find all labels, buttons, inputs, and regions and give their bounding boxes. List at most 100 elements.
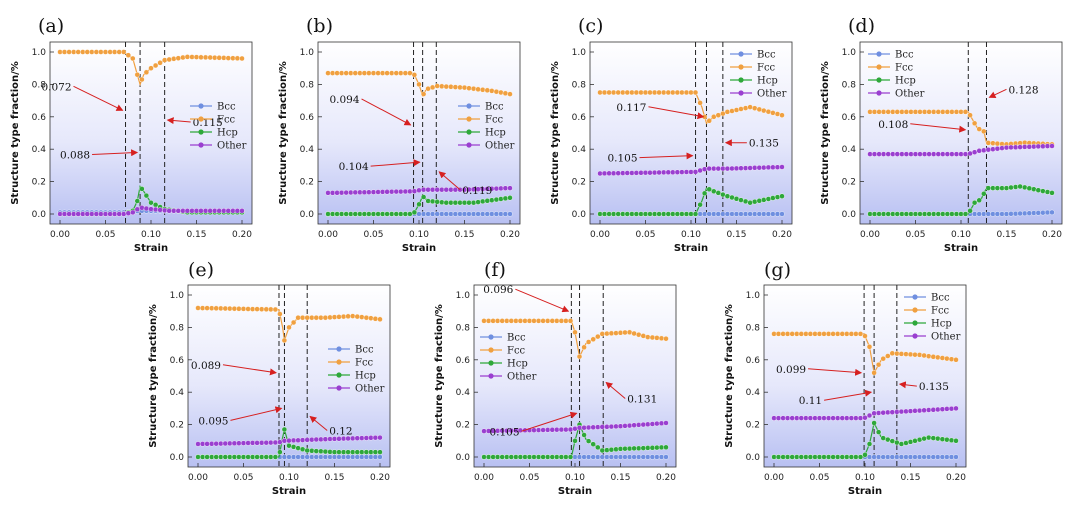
data-point — [189, 208, 195, 214]
y-tick-label: 0.6 — [456, 356, 471, 366]
data-point — [1044, 189, 1051, 195]
data-point — [211, 55, 218, 61]
data-point — [439, 186, 445, 193]
data-point — [733, 107, 740, 113]
x-axis-label: Strain — [944, 243, 978, 254]
data-point — [249, 454, 256, 460]
data-point — [304, 315, 310, 321]
data-point — [304, 447, 310, 454]
data-point — [345, 313, 351, 319]
data-point — [617, 330, 624, 336]
data-point — [295, 454, 301, 460]
data-point — [597, 170, 603, 177]
data-point — [921, 407, 927, 413]
x-tick-label: 0.05 — [363, 230, 383, 240]
legend-label: Hcp — [931, 319, 952, 330]
data-point — [899, 151, 905, 157]
data-point — [908, 151, 914, 157]
data-point — [75, 49, 81, 55]
data-point — [742, 211, 749, 217]
data-point — [448, 186, 454, 193]
data-point — [770, 211, 776, 217]
y-tick-label: 0.0 — [456, 453, 471, 463]
data-point — [199, 305, 206, 311]
data-point — [484, 87, 490, 94]
data-point — [683, 211, 690, 217]
data-point — [572, 438, 578, 444]
data-point — [729, 211, 735, 217]
data-point — [926, 109, 932, 115]
x-tick-label: 0.20 — [370, 473, 390, 483]
data-point — [794, 331, 800, 337]
data-point — [949, 109, 955, 115]
data-point — [661, 169, 667, 176]
x-tick-label: 0.00 — [474, 473, 494, 483]
data-point — [272, 306, 279, 313]
y-tick-label: 0.4 — [456, 388, 471, 398]
data-point — [715, 211, 721, 217]
data-point — [175, 208, 182, 214]
data-point — [663, 336, 669, 342]
data-point — [490, 454, 496, 460]
data-point — [498, 211, 504, 217]
data-point — [222, 305, 229, 312]
data-point — [958, 211, 964, 217]
data-point — [290, 437, 297, 444]
data-point — [434, 83, 440, 89]
series-other — [195, 434, 383, 447]
data-point — [663, 444, 669, 450]
data-point — [649, 454, 656, 460]
data-point — [626, 454, 633, 460]
data-point — [343, 70, 349, 76]
data-point — [656, 169, 662, 176]
data-point — [775, 454, 782, 460]
data-point — [218, 454, 224, 460]
x-tick-label: 0.05 — [635, 230, 655, 240]
legend-label: Hcp — [895, 76, 916, 87]
data-point — [853, 415, 859, 421]
data-point — [636, 422, 642, 428]
data-point — [407, 188, 413, 195]
x-tick-label: 0.00 — [860, 230, 880, 240]
data-point — [807, 415, 814, 421]
data-point — [1035, 187, 1042, 193]
data-point — [572, 329, 578, 335]
data-point — [175, 55, 182, 61]
data-point — [452, 84, 459, 90]
data-point — [429, 198, 436, 205]
y-tick-label: 0.0 — [572, 210, 587, 220]
data-point — [338, 211, 345, 217]
data-point — [576, 425, 583, 431]
data-point — [857, 454, 864, 460]
data-point — [916, 454, 923, 460]
data-point — [470, 211, 477, 217]
data-point — [665, 89, 671, 96]
data-point — [640, 421, 646, 428]
data-point — [213, 454, 219, 460]
data-point — [340, 313, 347, 320]
y-tick-label: 0.2 — [572, 178, 586, 188]
data-point — [894, 350, 900, 357]
data-point — [439, 211, 445, 217]
data-point — [554, 454, 560, 460]
series-fcc — [57, 49, 245, 87]
data-point — [640, 445, 646, 451]
data-point — [334, 70, 340, 76]
strain-annotation: 0.131 — [627, 393, 657, 405]
data-point — [313, 448, 319, 454]
data-point — [784, 331, 791, 337]
data-point — [231, 454, 238, 460]
data-point — [581, 425, 587, 431]
data-point — [604, 330, 610, 337]
data-point — [84, 211, 91, 217]
data-point — [240, 440, 247, 446]
data-point — [880, 410, 886, 416]
data-point — [139, 76, 145, 83]
data-point — [102, 211, 109, 217]
data-point — [152, 202, 159, 208]
plot-area — [859, 41, 1063, 225]
data-point — [263, 454, 269, 460]
data-point — [295, 445, 301, 451]
data-point — [180, 208, 186, 214]
data-point — [622, 423, 628, 429]
